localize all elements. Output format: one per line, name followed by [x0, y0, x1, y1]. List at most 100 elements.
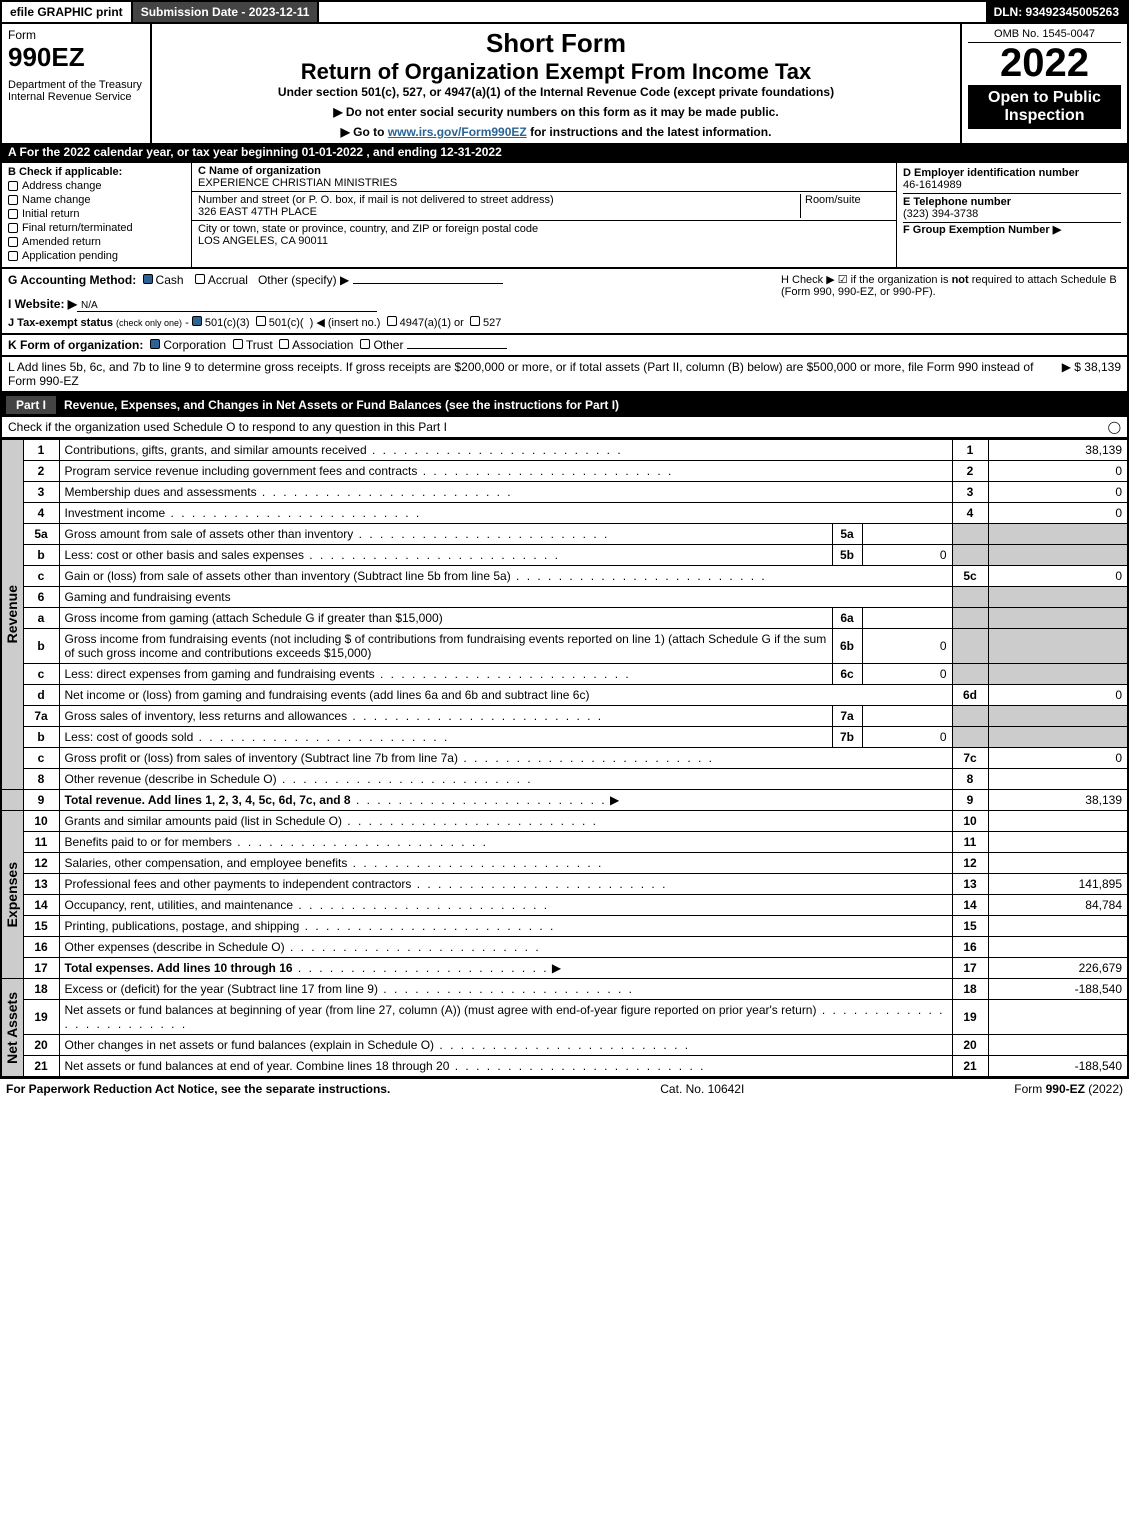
line-ref: 8 [952, 769, 988, 790]
line-num: 3 [23, 482, 59, 503]
line-num: 16 [23, 937, 59, 958]
l-amount: ▶ $ 38,139 [1042, 360, 1121, 388]
line-ref: 5c [952, 566, 988, 587]
street-label: Number and street (or P. O. box, if mail… [198, 194, 554, 206]
checkbox-application-pending[interactable] [8, 251, 18, 261]
line-text: Other changes in net assets or fund bala… [59, 1035, 952, 1056]
line-val: 0 [988, 461, 1128, 482]
line-text: Excess or (deficit) for the year (Subtra… [59, 979, 952, 1000]
line-num: 9 [23, 790, 59, 811]
inner-label: 5b [832, 545, 862, 566]
line-val: 38,139 [988, 440, 1128, 461]
checkbox-501c[interactable] [256, 316, 266, 326]
line-num: c [23, 664, 59, 685]
checkbox-corporation[interactable] [150, 339, 160, 349]
line-ref: 12 [952, 853, 988, 874]
checkbox-4947[interactable] [387, 316, 397, 326]
line-text: Gross income from fundraising events (no… [59, 629, 832, 664]
h-text2: required to attach Schedule B [969, 274, 1117, 286]
section-g: G Accounting Method: Cash Accrual Other … [8, 273, 781, 329]
line-val: -188,540 [988, 1056, 1128, 1078]
line-val [988, 1035, 1128, 1056]
line-val [988, 769, 1128, 790]
checkbox-name-change[interactable] [8, 195, 18, 205]
inner-label: 7b [832, 727, 862, 748]
line-num: 11 [23, 832, 59, 853]
line-val [988, 811, 1128, 832]
room-label: Room/suite [805, 194, 861, 206]
top-bar: efile GRAPHIC print Submission Date - 20… [0, 0, 1129, 24]
line-text: Benefits paid to or for members [59, 832, 952, 853]
phone-value: (323) 394-3738 [903, 208, 978, 220]
opt-amended-return: Amended return [22, 236, 101, 248]
checkbox-initial-return[interactable] [8, 209, 18, 219]
part1-table: Revenue 1Contributions, gifts, grants, a… [0, 439, 1129, 1078]
return-title: Return of Organization Exempt From Incom… [162, 59, 950, 85]
line-num: d [23, 685, 59, 706]
line-ref: 13 [952, 874, 988, 895]
g-label: G Accounting Method: [8, 273, 136, 287]
line-ref-shade [952, 608, 988, 629]
checkbox-association[interactable] [279, 339, 289, 349]
netassets-label: Net Assets [2, 988, 22, 1068]
inner-val: 0 [862, 629, 952, 664]
checkbox-other-org[interactable] [360, 339, 370, 349]
footer-left: For Paperwork Reduction Act Notice, see … [6, 1082, 390, 1096]
irs-link[interactable]: www.irs.gov/Form990EZ [388, 125, 527, 139]
line-text: Salaries, other compensation, and employ… [59, 853, 952, 874]
line-val: 0 [988, 748, 1128, 769]
footer-catno: Cat. No. 10642I [660, 1082, 744, 1096]
part1-check-box[interactable]: ◯ [1108, 420, 1121, 434]
opt-cash: Cash [156, 273, 184, 287]
line-val [988, 916, 1128, 937]
checkbox-cash[interactable] [143, 274, 153, 284]
dln-label: DLN: 93492345005263 [986, 2, 1127, 22]
checkbox-trust[interactable] [233, 339, 243, 349]
section-h: H Check ▶ ☑ if the organization is not r… [781, 273, 1121, 329]
dept-label: Department of the Treasury [8, 79, 144, 91]
line-ref-shade [952, 587, 988, 608]
page-footer: For Paperwork Reduction Act Notice, see … [0, 1078, 1129, 1099]
checkbox-501c3[interactable] [192, 316, 202, 326]
open-inspection: Open to Public Inspection [968, 85, 1121, 129]
checkbox-final-return[interactable] [8, 223, 18, 233]
header-right: OMB No. 1545-0047 2022 Open to Public In… [962, 24, 1127, 143]
goto-pre: ▶ Go to [341, 125, 388, 139]
opt-application-pending: Application pending [22, 250, 118, 262]
line-ref: 1 [952, 440, 988, 461]
line-num: 10 [23, 811, 59, 832]
line-num: 4 [23, 503, 59, 524]
city-label: City or town, state or province, country… [198, 223, 538, 235]
checkbox-amended-return[interactable] [8, 237, 18, 247]
line-num: 6 [23, 587, 59, 608]
line-text: Net assets or fund balances at beginning… [59, 1000, 952, 1035]
checkbox-accrual[interactable] [195, 274, 205, 284]
footer-right: Form 990-EZ (2022) [1014, 1082, 1123, 1096]
inner-val: 0 [862, 545, 952, 566]
line-text: Contributions, gifts, grants, and simila… [59, 440, 952, 461]
checkbox-address-change[interactable] [8, 181, 18, 191]
line-num: b [23, 545, 59, 566]
line-ref: 2 [952, 461, 988, 482]
line-text: Gross amount from sale of assets other t… [59, 524, 832, 545]
ssn-warning: ▶ Do not enter social security numbers o… [162, 105, 950, 119]
header-left: Form 990EZ Department of the Treasury In… [2, 24, 152, 143]
org-name: EXPERIENCE CHRISTIAN MINISTRIES [198, 177, 397, 189]
line-num: 13 [23, 874, 59, 895]
line-ref: 16 [952, 937, 988, 958]
line-ref: 21 [952, 1056, 988, 1078]
line-val: 0 [988, 685, 1128, 706]
short-form-title: Short Form [162, 28, 950, 59]
checkbox-527[interactable] [470, 316, 480, 326]
phone-label: E Telephone number [903, 196, 1011, 208]
line-text: Total expenses. Add lines 10 through 16 … [59, 958, 952, 979]
line-val-shade [988, 587, 1128, 608]
topbar-spacer [319, 2, 985, 22]
line-val: 226,679 [988, 958, 1128, 979]
inner-label: 7a [832, 706, 862, 727]
opt-final-return: Final return/terminated [22, 222, 133, 234]
line-ref: 15 [952, 916, 988, 937]
sections-d-e-f: D Employer identification number46-16149… [897, 163, 1127, 267]
sections-g-h: G Accounting Method: Cash Accrual Other … [0, 269, 1129, 335]
sections-b-through-f: B Check if applicable: Address change Na… [0, 163, 1129, 269]
